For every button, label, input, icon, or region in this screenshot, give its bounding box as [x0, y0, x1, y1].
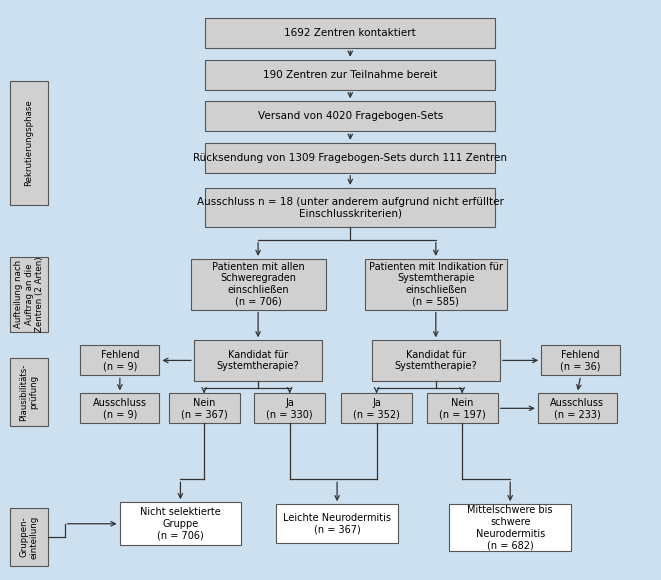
Text: Fehlend
(n = 36): Fehlend (n = 36) — [561, 350, 601, 371]
Text: Ja
(n = 352): Ja (n = 352) — [353, 397, 400, 419]
Text: Nein
(n = 367): Nein (n = 367) — [180, 397, 227, 419]
FancyBboxPatch shape — [169, 393, 240, 423]
Text: Nein
(n = 197): Nein (n = 197) — [439, 397, 486, 419]
Text: 190 Zentren zur Teilnahme bereit: 190 Zentren zur Teilnahme bereit — [263, 70, 438, 79]
Text: Mittelschwere bis
schwere
Neurodermitis
(n = 682): Mittelschwere bis schwere Neurodermitis … — [467, 505, 553, 550]
Text: Ausschluss
(n = 9): Ausschluss (n = 9) — [93, 397, 147, 419]
Text: Ausschluss
(n = 233): Ausschluss (n = 233) — [551, 397, 604, 419]
FancyBboxPatch shape — [10, 358, 48, 426]
Text: Versand von 4020 Fragebogen-Sets: Versand von 4020 Fragebogen-Sets — [258, 111, 443, 121]
Text: Gruppen-
einteilung: Gruppen- einteilung — [19, 516, 39, 559]
Text: Kandidat für
Systemtherapie?: Kandidat für Systemtherapie? — [217, 350, 299, 371]
Text: Patienten mit allen
Schweregraden
einschließen
(n = 706): Patienten mit allen Schweregraden einsch… — [212, 262, 305, 307]
Text: Rücksendung von 1309 Fragebogen-Sets durch 111 Zentren: Rücksendung von 1309 Fragebogen-Sets dur… — [193, 153, 507, 163]
FancyBboxPatch shape — [276, 504, 398, 543]
Text: Plausibilitäts-
prüfung: Plausibilitäts- prüfung — [19, 364, 39, 421]
Text: Rekrutierungsphase: Rekrutierungsphase — [24, 99, 34, 186]
FancyBboxPatch shape — [120, 502, 241, 545]
FancyBboxPatch shape — [10, 81, 48, 205]
Text: Aufteilung nach
Auftrag an die
Zentren (2 Arten): Aufteilung nach Auftrag an die Zentren (… — [14, 256, 44, 332]
FancyBboxPatch shape — [81, 346, 159, 375]
FancyBboxPatch shape — [190, 259, 326, 310]
Text: Patienten mit Indikation für
Systemtherapie
einschließen
(n = 585): Patienten mit Indikation für Systemthera… — [369, 262, 503, 307]
FancyBboxPatch shape — [538, 393, 617, 423]
FancyBboxPatch shape — [206, 18, 495, 48]
FancyBboxPatch shape — [206, 60, 495, 90]
FancyBboxPatch shape — [426, 393, 498, 423]
FancyBboxPatch shape — [10, 508, 48, 566]
Text: Kandidat für
Systemtherapie?: Kandidat für Systemtherapie? — [395, 350, 477, 371]
FancyBboxPatch shape — [206, 102, 495, 131]
Text: Fehlend
(n = 9): Fehlend (n = 9) — [100, 350, 139, 371]
Text: Leichte Neurodermitis
(n = 367): Leichte Neurodermitis (n = 367) — [283, 513, 391, 535]
FancyBboxPatch shape — [341, 393, 412, 423]
FancyBboxPatch shape — [371, 340, 500, 380]
Text: Ja
(n = 330): Ja (n = 330) — [266, 397, 313, 419]
Text: Ausschluss n = 18 (unter anderem aufgrund nicht erfüllter
Einschlusskriterien): Ausschluss n = 18 (unter anderem aufgrun… — [197, 197, 504, 218]
FancyBboxPatch shape — [254, 393, 325, 423]
FancyBboxPatch shape — [10, 256, 48, 332]
FancyBboxPatch shape — [206, 143, 495, 173]
Text: Nicht selektierte
Gruppe
(n = 706): Nicht selektierte Gruppe (n = 706) — [140, 507, 221, 541]
FancyBboxPatch shape — [206, 188, 495, 227]
FancyBboxPatch shape — [365, 259, 506, 310]
Text: 1692 Zentren kontaktiert: 1692 Zentren kontaktiert — [284, 28, 416, 38]
FancyBboxPatch shape — [541, 346, 620, 375]
FancyBboxPatch shape — [194, 340, 323, 380]
FancyBboxPatch shape — [81, 393, 159, 423]
FancyBboxPatch shape — [449, 504, 571, 552]
